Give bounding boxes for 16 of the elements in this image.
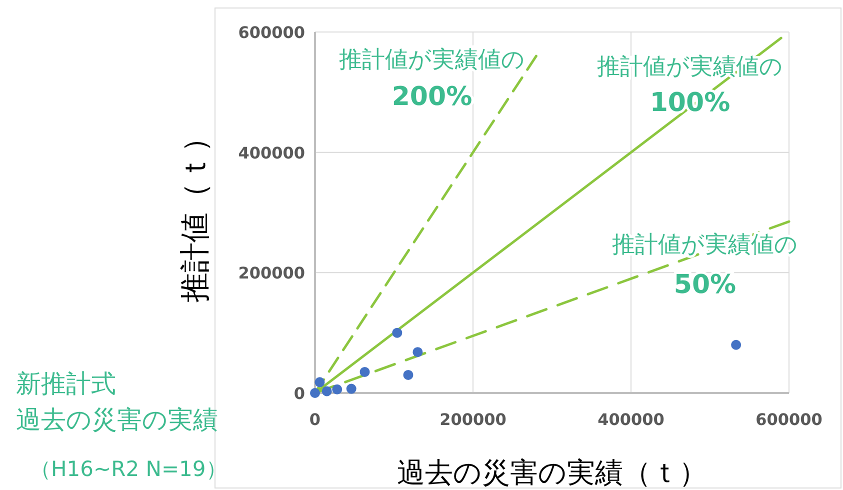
y-tick-label: 200000 bbox=[238, 264, 305, 283]
annotation: 推計値が実績値の bbox=[339, 47, 525, 73]
text: 新推計式 bbox=[16, 369, 116, 398]
x-tick-label: 400000 bbox=[598, 410, 664, 429]
annotation: 50% bbox=[674, 270, 736, 300]
x-tick-label: 0 bbox=[309, 410, 321, 429]
x-tick-label: 200000 bbox=[440, 410, 506, 429]
text: 過去の災害の実績 bbox=[16, 405, 218, 434]
y-axis-title: 推計値（ｔ） bbox=[178, 122, 213, 302]
annotation: 200% bbox=[392, 82, 472, 112]
y-tick-label: 0 bbox=[294, 384, 305, 403]
x-axis-title: 過去の災害の実績（ｔ） bbox=[397, 456, 707, 489]
text: （H16~R2 N=19） bbox=[30, 457, 227, 481]
y-tick-label: 400000 bbox=[238, 143, 305, 162]
y-tick-label: 600000 bbox=[238, 23, 305, 42]
x-tick-label: 600000 bbox=[756, 410, 822, 429]
